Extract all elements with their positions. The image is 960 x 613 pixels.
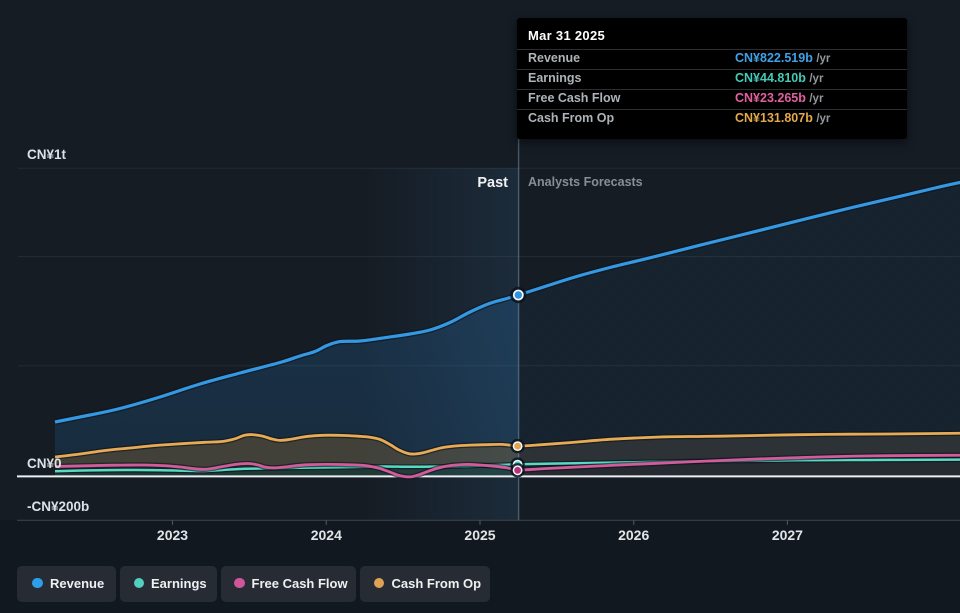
- svg-text:2023: 2023: [157, 527, 188, 543]
- svg-text:2025: 2025: [464, 527, 495, 543]
- svg-text:-CN¥200b: -CN¥200b: [27, 499, 89, 514]
- svg-text:CN¥1t: CN¥1t: [27, 147, 67, 162]
- svg-text:Past: Past: [477, 175, 508, 191]
- svg-text:2027: 2027: [772, 527, 803, 543]
- svg-text:Analysts Forecasts: Analysts Forecasts: [528, 175, 643, 189]
- svg-text:CN¥0: CN¥0: [27, 456, 62, 471]
- svg-text:2026: 2026: [618, 527, 649, 543]
- svg-text:2024: 2024: [311, 527, 342, 543]
